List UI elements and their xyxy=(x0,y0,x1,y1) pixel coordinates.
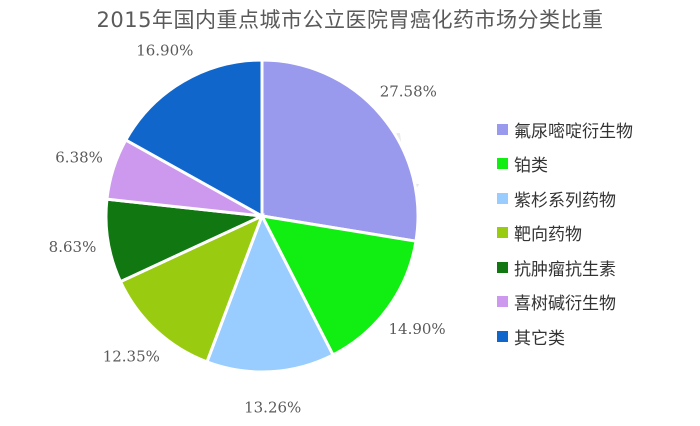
legend-swatch-1 xyxy=(497,123,508,135)
pie-slice-1 xyxy=(260,58,420,243)
pie-slice-5 xyxy=(104,197,268,284)
pie-slice-7 xyxy=(123,58,264,219)
legend-swatch-7 xyxy=(497,330,508,342)
pie-slice-2 xyxy=(259,214,418,357)
slice-value-label-2: 14.90% xyxy=(388,320,445,338)
legend-item-4: 靶向药物 xyxy=(497,216,633,251)
slice-value-label-1: 27.58% xyxy=(380,83,437,101)
pie-slice-3 xyxy=(205,212,336,374)
legend-item-7: 其它类 xyxy=(497,319,633,354)
legend-label-7: 其它类 xyxy=(514,328,565,349)
legend: 氟尿嘧啶衍生物 铂类紫杉系列药物 靶向药物抗肿瘤抗生素 喜树碱衍生物 其它类 xyxy=(497,112,633,354)
slice-value-label-4: 12.35% xyxy=(103,348,160,366)
legend-swatch-6 xyxy=(497,296,508,308)
slice-value-label-3: 13.26% xyxy=(244,399,301,417)
legend-item-1: 氟尿嘧啶衍生物 xyxy=(497,112,633,147)
slice-value-label-5: 8.63% xyxy=(49,238,97,256)
pie-slice-4 xyxy=(118,213,265,364)
legend-label-4: 靶向药物 xyxy=(514,225,582,246)
legend-label-6: 喜树碱衍生物 xyxy=(514,294,616,315)
legend-label-2: 铂类 xyxy=(514,156,548,177)
legend-label-5: 抗肿瘤抗生素 xyxy=(514,259,616,280)
legend-item-2: 铂类 xyxy=(497,147,633,182)
chart-title: 2015年国内重点城市公立医院胃癌化药市场分类比重 xyxy=(96,8,604,32)
legend-item-5: 抗肿瘤抗生素 xyxy=(497,250,633,285)
slice-value-label-6: 6.38% xyxy=(55,149,103,167)
legend-label-3: 紫杉系列药物 xyxy=(514,190,616,211)
legend-swatch-5 xyxy=(497,261,508,273)
legend-label-1: 氟尿嘧啶衍生物 xyxy=(514,121,633,142)
legend-item-3: 紫杉系列药物 xyxy=(497,181,633,216)
legend-swatch-3 xyxy=(497,192,508,204)
slice-value-label-7: 16.90% xyxy=(136,41,193,59)
legend-item-6: 喜树碱衍生物 xyxy=(497,285,633,320)
legend-swatch-4 xyxy=(497,227,508,239)
legend-swatch-2 xyxy=(497,158,508,170)
